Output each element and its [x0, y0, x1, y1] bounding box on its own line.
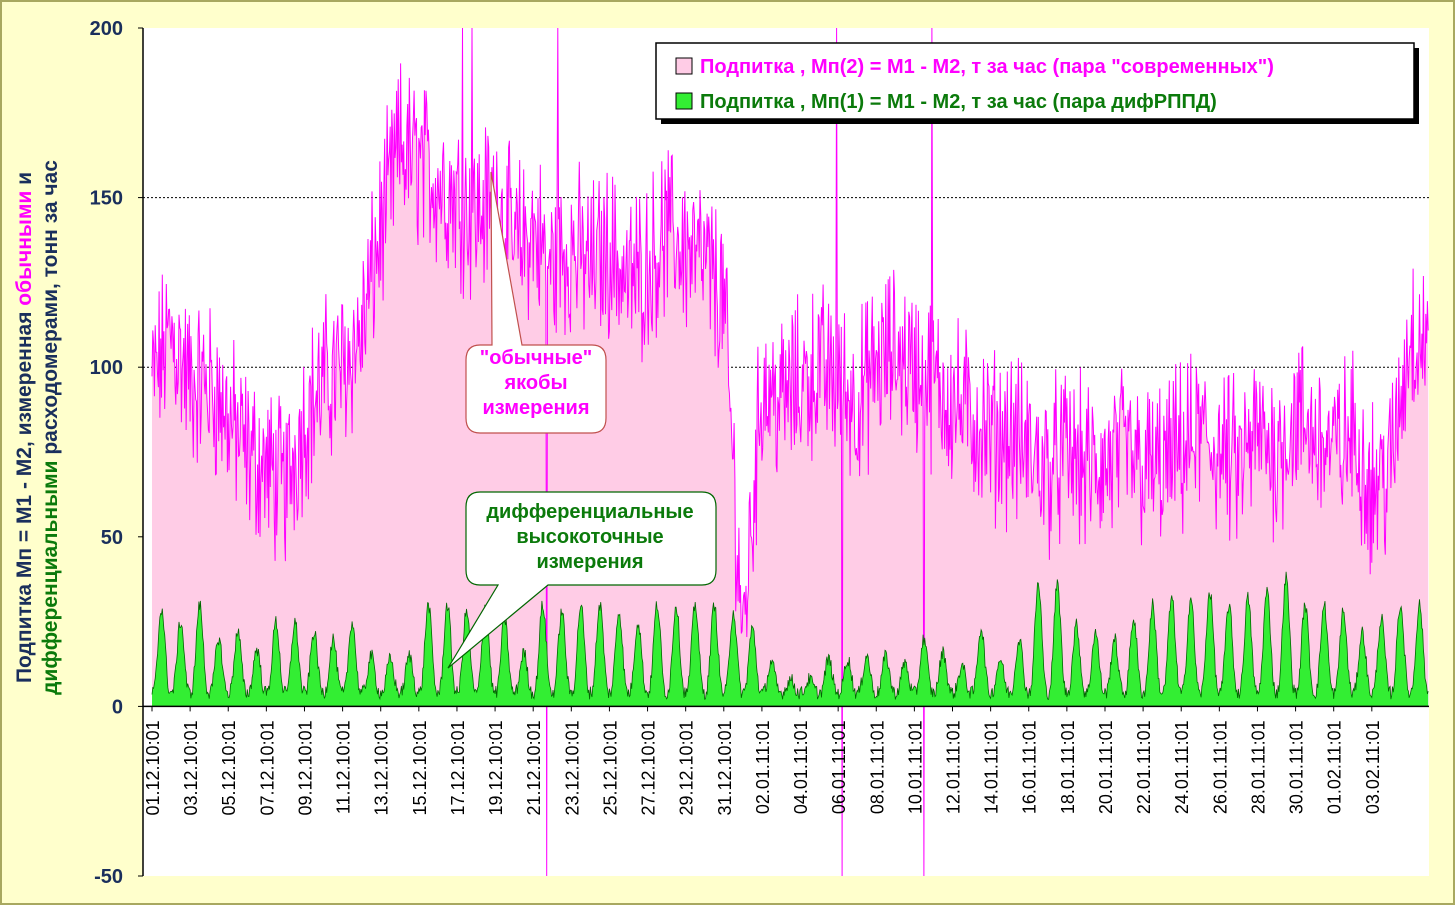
- callout-green-text: высокоточные: [516, 526, 663, 548]
- x-tick-label: 14.01.11:01: [982, 720, 1002, 814]
- x-tick-label: 26.01.11:01: [1210, 720, 1230, 814]
- y-ticks: -50 0 50 100 150 200: [90, 18, 143, 888]
- x-ticks: 01.12.10:01 03.12.10:01 05.12.10:01 07.12.1…: [143, 706, 1383, 815]
- x-tick-label: 12.01.11:01: [944, 720, 964, 814]
- x-tick-label: 04.01.11:01: [791, 720, 811, 814]
- x-tick-label: 25.12.10:01: [600, 720, 620, 815]
- x-tick-label: 16.01.11:01: [1020, 720, 1040, 814]
- x-tick-label: 01.02.11:01: [1325, 720, 1345, 814]
- callout-bubble-pink: [465, 171, 607, 434]
- callout-green-text: измерения: [536, 551, 643, 573]
- x-tick-label: 28.01.11:01: [1248, 720, 1268, 814]
- callout-pink-text: "обычные": [480, 347, 593, 369]
- legend-entry: Подпитка , Мп(2) = М1 - М2, т за час (па…: [700, 56, 1274, 78]
- x-tick-label: 11.12.10:01: [334, 720, 354, 814]
- x-tick-label: 23.12.10:01: [562, 720, 582, 815]
- x-tick-label: 20.01.11:01: [1096, 720, 1116, 814]
- legend-swatch: [675, 92, 693, 110]
- legend-entry: Подпитка , Мп(1) = М1 - М2, т за час (па…: [700, 91, 1217, 113]
- x-tick-label: 27.12.10:01: [639, 720, 659, 815]
- x-tick-label: 31.12.10:01: [715, 720, 735, 815]
- x-tick-label: 03.12.10:01: [181, 720, 201, 815]
- legend-box: [655, 42, 1415, 120]
- callout-bubble-green: [447, 491, 717, 669]
- x-tick-label: 19.12.10:01: [486, 720, 506, 815]
- y-tick-label: 0: [112, 696, 123, 718]
- series-mp1-group: [151, 571, 1429, 707]
- callout-pink-text: якобы: [503, 372, 567, 394]
- x-tick-label: 07.12.10:01: [257, 720, 277, 815]
- series-mp1-line: [151, 571, 1429, 701]
- legend-swatch: [675, 57, 693, 75]
- x-tick-label: 08.01.11:01: [867, 720, 887, 814]
- x-tick-label: 06.01.11:01: [829, 720, 849, 814]
- y-tick-label: 150: [90, 188, 123, 210]
- x-tick-label: 17.12.10:01: [448, 720, 468, 815]
- axes: [142, 28, 1429, 876]
- x-tick-label: 18.01.11:01: [1058, 720, 1078, 814]
- x-tick-label: 13.12.10:01: [372, 720, 392, 815]
- x-tick-label: 30.01.11:01: [1287, 720, 1307, 814]
- y-tick-label: 100: [90, 357, 123, 379]
- callout-pink-text: измерения: [482, 397, 589, 419]
- x-tick-label: 09.12.10:01: [295, 720, 315, 815]
- x-tick-label: 03.02.11:01: [1363, 720, 1383, 814]
- callout-green-text: дифференциальные: [486, 501, 693, 523]
- x-tick-label: 05.12.10:01: [219, 720, 239, 815]
- y-tick-label: 200: [90, 18, 123, 40]
- y-tick-label: -50: [94, 866, 123, 888]
- x-tick-label: 21.12.10:01: [524, 720, 544, 815]
- series-mp1-area: [152, 571, 1429, 707]
- x-tick-label: 15.12.10:01: [410, 720, 430, 815]
- x-tick-label: 01.12.10:01: [143, 720, 163, 815]
- x-tick-label: 02.01.11:01: [753, 720, 773, 814]
- x-tick-label: 24.01.11:01: [1172, 720, 1192, 814]
- x-tick-label: 22.01.11:01: [1134, 720, 1154, 814]
- legend: Подпитка , Мп(2) = М1 - М2, т за час (па…: [655, 42, 1419, 124]
- x-tick-label: 29.12.10:01: [677, 720, 697, 815]
- y-tick-label: 50: [101, 527, 123, 549]
- callouts: "обычные" якобы измерения дифференциальные в…: [447, 171, 717, 669]
- x-tick-label: 10.01.11:01: [905, 720, 925, 814]
- series-mp2-line: [151, 27, 1429, 877]
